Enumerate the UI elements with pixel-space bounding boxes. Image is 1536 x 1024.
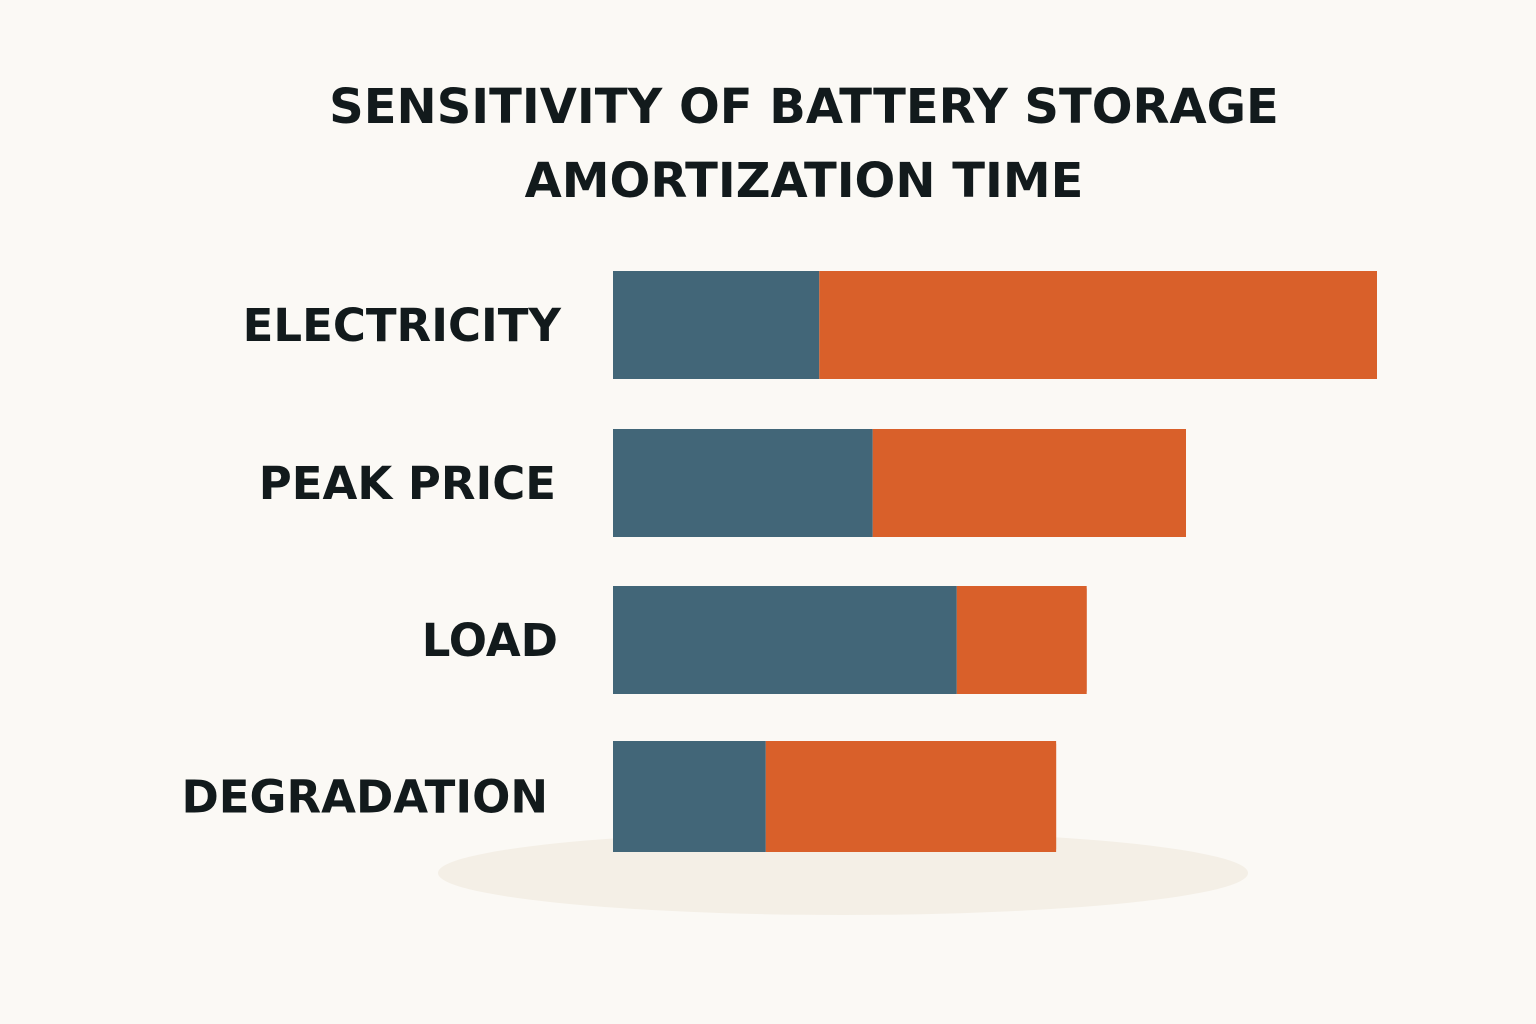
category-label-degradation: DEGRADATION — [181, 771, 548, 824]
bar-degradation-segment-2 — [765, 741, 1057, 852]
bar-end-cap — [1178, 429, 1186, 537]
chart-title-line-2: AMORTIZATION TIME — [524, 153, 1084, 209]
category-label-load: LOAD — [422, 614, 558, 667]
bar-load-segment-1 — [613, 586, 957, 694]
chart-title: SENSITIVITY OF BATTERY STORAGE AMORTIZAT… — [0, 70, 1536, 218]
bar-load-segment-2 — [956, 586, 1087, 694]
bar-end-cap — [1369, 271, 1377, 379]
bar-electricity-segment-2 — [819, 271, 1377, 379]
category-label-peak-price: PEAK PRICE — [259, 457, 556, 510]
bar-peak-price-segment-2 — [872, 429, 1186, 537]
category-label-electricity: ELECTRICITY — [243, 299, 563, 352]
bar-degradation-segment-1 — [613, 741, 766, 852]
bar-group — [613, 271, 1377, 852]
bar-electricity-segment-1 — [613, 271, 820, 379]
bar-end-cap — [1078, 586, 1087, 694]
bar-peak-price-segment-1 — [613, 429, 873, 537]
category-label-group: ELECTRICITY PEAK PRICE LOAD DEGRADATION — [181, 299, 562, 824]
chart-title-line-1: SENSITIVITY OF BATTERY STORAGE — [329, 79, 1279, 135]
bar-end-cap — [1048, 741, 1057, 852]
